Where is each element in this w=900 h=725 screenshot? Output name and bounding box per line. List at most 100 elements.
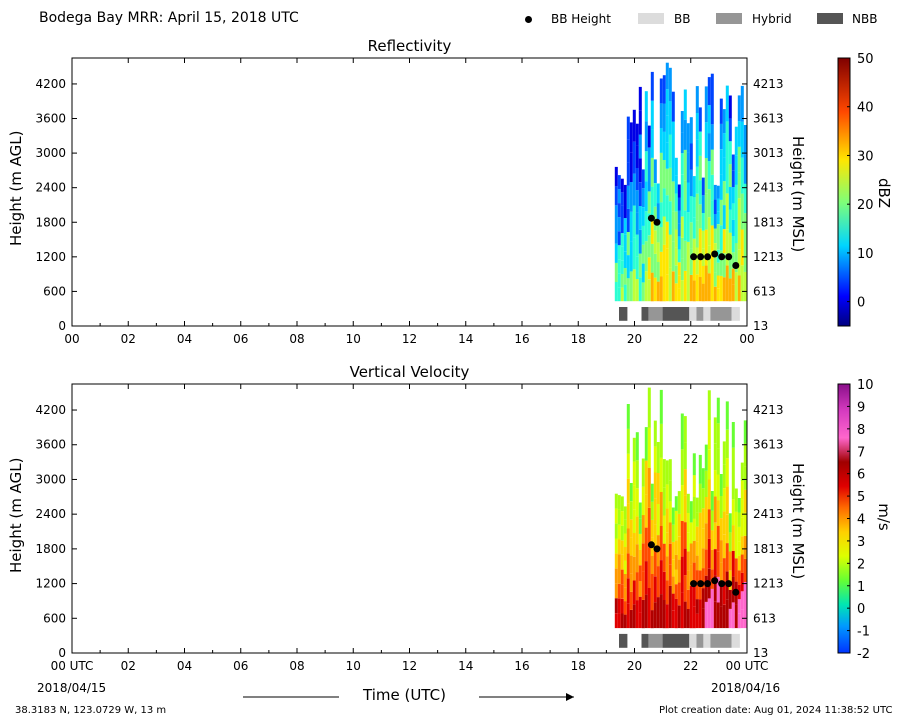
heatmap-cell — [644, 211, 648, 242]
heatmap-cell — [716, 224, 720, 237]
heatmap-cell — [668, 267, 672, 302]
heatmap-cell — [629, 271, 633, 302]
heatmap-cell — [626, 278, 630, 302]
heatmap-cell — [650, 186, 654, 216]
heatmap-cell — [692, 475, 696, 497]
heatmap-cell — [683, 150, 687, 181]
heatmap-cell — [704, 86, 708, 123]
heatmap-cell — [677, 582, 681, 606]
heatmap-cell — [695, 541, 699, 556]
panel-title-reflectivity: Reflectivity — [367, 37, 452, 55]
x-tick-label: 14 — [458, 659, 473, 673]
heatmap-cell — [689, 585, 693, 607]
x-tick-label: 22 — [683, 659, 698, 673]
heatmap-cell — [728, 164, 732, 187]
heatmap-cell — [704, 523, 708, 550]
heatmap-cell — [713, 257, 717, 273]
heatmap-cell — [620, 540, 624, 555]
heatmap-cell — [659, 227, 663, 252]
heatmap-cell — [680, 556, 684, 593]
heatmap-cell — [614, 568, 618, 584]
bb-height-point — [647, 541, 655, 549]
heatmap-cell — [689, 248, 693, 275]
heatmap-cell — [674, 265, 678, 284]
heatmap-cell — [650, 157, 654, 187]
heatmap-cell — [641, 515, 645, 544]
heatmap-cell — [734, 126, 738, 156]
y-tick-label: 3600 — [35, 438, 66, 452]
heatmap-cell — [635, 600, 639, 629]
x-tick-label: 18 — [571, 332, 586, 346]
heatmap-cell — [617, 189, 621, 204]
heatmap-cell — [623, 251, 627, 268]
heatmap-cell — [722, 488, 726, 512]
heatmap-cell — [677, 249, 681, 263]
heatmap-cell — [650, 483, 654, 502]
heatmap-cell — [614, 205, 618, 225]
heatmap-cell — [677, 288, 681, 302]
y-tick-label-right: 613 — [753, 611, 776, 625]
heatmap-cell — [731, 268, 735, 285]
heatmap-cell — [734, 488, 738, 512]
heatmap-cell — [629, 122, 633, 153]
heatmap-cell — [674, 157, 678, 176]
heatmap-cell — [692, 606, 696, 629]
heatmap-cell — [725, 458, 729, 487]
heatmap-cell — [728, 513, 732, 533]
heatmap-cell — [665, 532, 669, 557]
heatmap-cell — [647, 387, 651, 428]
heatmap-cell — [719, 562, 723, 585]
heatmap-cell — [686, 271, 690, 302]
heatmap-cell — [635, 212, 639, 235]
heatmap-cell — [617, 287, 621, 302]
heatmap-cell — [728, 570, 732, 590]
heatmap-cell — [689, 196, 693, 223]
heatmap-cell — [734, 272, 738, 302]
heatmap-cell — [698, 483, 702, 513]
heatmap-cell — [638, 206, 642, 230]
heatmap-cell — [620, 260, 624, 274]
heatmap-cell — [734, 214, 738, 244]
heatmap-cell — [656, 222, 660, 243]
heatmap-cell — [716, 448, 720, 475]
heatmap-cell — [632, 269, 636, 302]
x-tick-label: 06 — [233, 659, 248, 673]
heatmap-cell — [626, 478, 630, 504]
heatmap-cell — [617, 273, 621, 288]
heatmap-cell — [623, 587, 627, 602]
heatmap-cell — [662, 600, 666, 629]
heatmap-cell — [614, 508, 618, 524]
heatmap-cell — [626, 232, 630, 256]
heatmap-cell — [710, 200, 714, 226]
x-tick-label: 08 — [289, 332, 304, 346]
heatmap-cell — [704, 158, 708, 194]
heatmap-cell — [725, 265, 729, 302]
heatmap-cell — [737, 249, 741, 276]
heatmap-cell — [713, 243, 717, 258]
heatmap-cell — [620, 192, 624, 206]
colorbar-tick-label: 40 — [857, 101, 874, 116]
heatmap-cell — [716, 288, 720, 302]
y-tick-label-right: 1813 — [753, 542, 784, 556]
heatmap-cell — [737, 555, 741, 571]
heatmap-cell — [680, 216, 684, 238]
heatmap-cell — [644, 460, 648, 495]
heatmap-cell — [725, 401, 729, 430]
heatmap-cell — [647, 257, 651, 280]
bb-type-segment — [689, 307, 697, 321]
heatmap-cell — [626, 404, 630, 429]
x-tick-label: 02 — [121, 332, 136, 346]
heatmap-cell — [698, 228, 702, 253]
heatmap-cell — [662, 543, 666, 572]
heatmap-cell — [686, 241, 690, 272]
y-tick-label: 0 — [58, 646, 66, 660]
heatmap-cell — [623, 184, 627, 202]
bb-type-segment — [710, 633, 732, 648]
heatmap-cell — [650, 215, 654, 244]
heatmap-cell — [710, 124, 714, 150]
bb-type-segment — [731, 307, 740, 321]
heatmap-cell — [671, 91, 675, 122]
heatmap-cell — [635, 488, 639, 517]
heatmap-cell — [659, 594, 663, 629]
heatmap-cell — [629, 182, 633, 212]
